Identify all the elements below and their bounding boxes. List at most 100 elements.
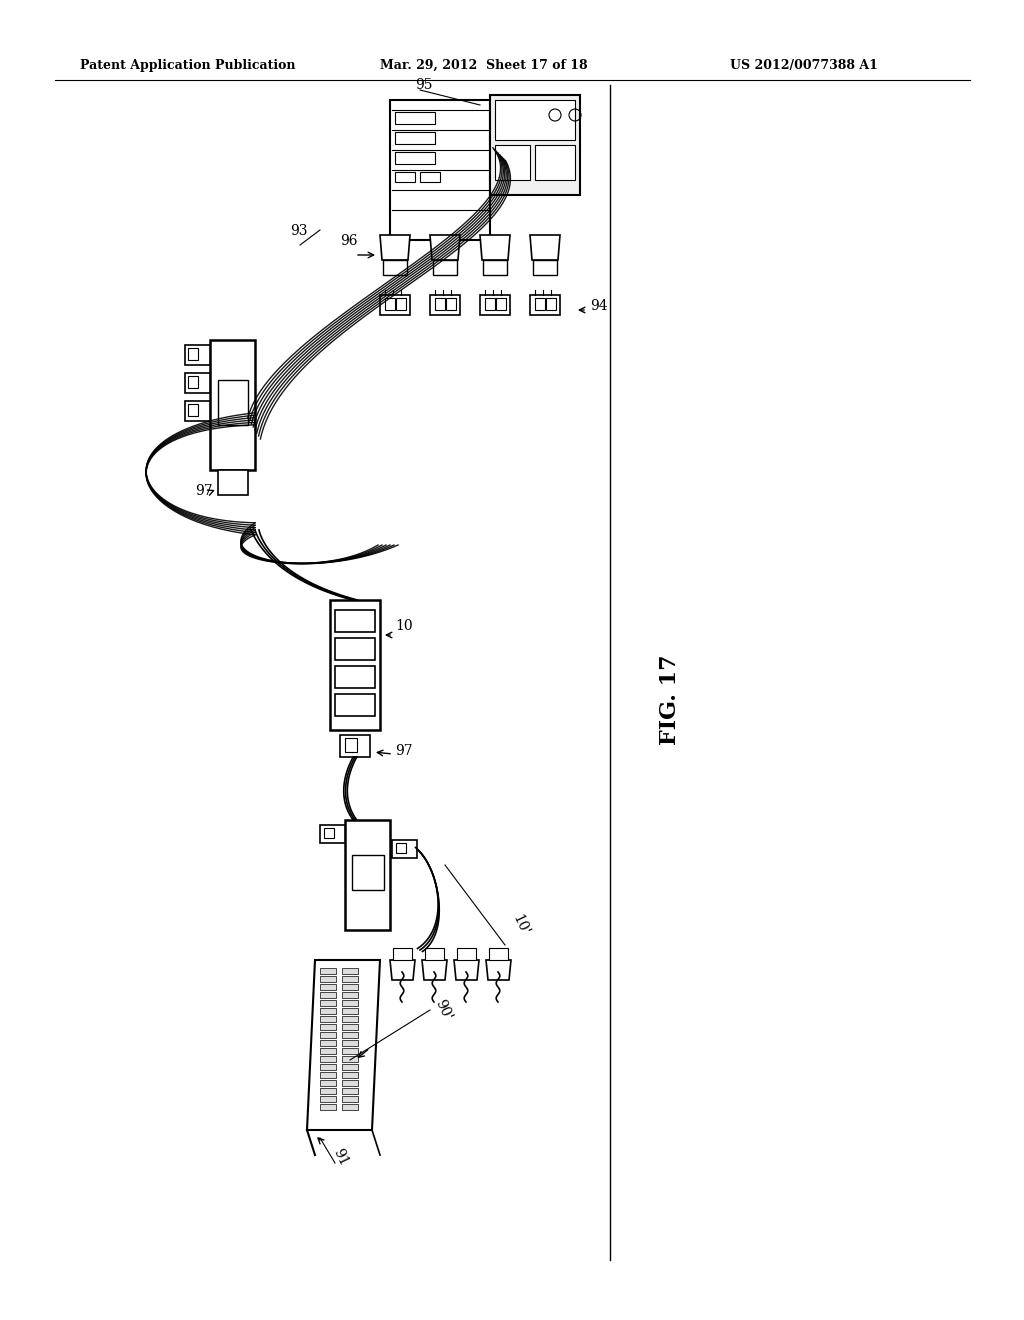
Polygon shape <box>390 960 415 979</box>
Bar <box>383 260 407 275</box>
Bar <box>342 1064 358 1071</box>
Bar <box>435 298 445 310</box>
Bar <box>210 341 255 470</box>
Bar <box>340 735 370 756</box>
Bar <box>335 638 375 660</box>
Text: FIG. 17: FIG. 17 <box>659 655 681 746</box>
Bar <box>342 968 358 974</box>
Bar <box>342 1040 358 1045</box>
Text: Mar. 29, 2012  Sheet 17 of 18: Mar. 29, 2012 Sheet 17 of 18 <box>380 59 588 73</box>
Bar <box>319 1088 336 1094</box>
Bar <box>319 1048 336 1053</box>
Bar <box>319 1032 336 1038</box>
Bar <box>319 1040 336 1045</box>
Bar <box>345 738 357 752</box>
Bar <box>319 1001 336 1006</box>
Bar <box>395 172 415 182</box>
Text: 10': 10' <box>510 912 531 939</box>
Bar <box>534 260 557 275</box>
Bar <box>342 1056 358 1063</box>
Bar <box>396 298 406 310</box>
Bar <box>319 968 336 974</box>
Bar <box>185 401 210 421</box>
Bar <box>188 404 198 416</box>
Bar <box>324 828 334 838</box>
Bar <box>342 1104 358 1110</box>
Bar <box>392 840 417 858</box>
Bar <box>319 1072 336 1078</box>
Bar <box>390 100 490 240</box>
Text: 93: 93 <box>290 224 307 238</box>
Text: 97: 97 <box>195 484 213 498</box>
Bar <box>490 95 580 195</box>
Bar <box>345 820 390 931</box>
Bar <box>530 294 560 315</box>
Bar <box>496 298 506 310</box>
Bar <box>395 132 435 144</box>
Bar <box>342 975 358 982</box>
Bar <box>495 145 530 180</box>
Bar <box>485 298 495 310</box>
Bar <box>420 172 440 182</box>
Bar <box>319 975 336 982</box>
Polygon shape <box>480 235 510 260</box>
Bar <box>342 1096 358 1102</box>
Bar <box>425 948 444 960</box>
Text: 90': 90' <box>432 998 454 1023</box>
Bar <box>495 100 575 140</box>
Bar <box>342 1088 358 1094</box>
Bar <box>546 298 556 310</box>
Bar <box>457 948 476 960</box>
Bar <box>535 298 545 310</box>
Polygon shape <box>454 960 479 979</box>
Bar <box>319 1024 336 1030</box>
Bar <box>185 345 210 366</box>
Bar <box>342 1032 358 1038</box>
Bar <box>342 1072 358 1078</box>
Bar <box>319 825 345 843</box>
Bar <box>218 470 248 495</box>
Bar <box>319 1080 336 1086</box>
Text: 95: 95 <box>415 78 432 92</box>
Bar <box>385 298 395 310</box>
Text: 96: 96 <box>340 234 357 248</box>
Bar <box>319 1056 336 1063</box>
Bar <box>185 374 210 393</box>
Bar <box>330 601 380 730</box>
Bar <box>342 1080 358 1086</box>
Bar <box>319 1016 336 1022</box>
Bar <box>342 1008 358 1014</box>
Polygon shape <box>380 235 410 260</box>
Bar <box>342 1016 358 1022</box>
Bar <box>335 694 375 715</box>
Text: 97: 97 <box>395 744 413 758</box>
Bar <box>433 260 457 275</box>
Bar <box>319 1096 336 1102</box>
Bar <box>489 948 508 960</box>
Bar <box>342 983 358 990</box>
Bar <box>342 1024 358 1030</box>
Bar <box>396 843 406 853</box>
Bar <box>342 993 358 998</box>
Bar <box>480 294 510 315</box>
Bar <box>319 1104 336 1110</box>
Polygon shape <box>430 235 460 260</box>
Text: US 2012/0077388 A1: US 2012/0077388 A1 <box>730 59 878 73</box>
Bar <box>188 376 198 388</box>
Text: 91: 91 <box>330 1146 350 1168</box>
Bar <box>395 152 435 164</box>
Bar <box>446 298 456 310</box>
Bar <box>335 667 375 688</box>
Text: Patent Application Publication: Patent Application Publication <box>80 59 296 73</box>
Bar <box>188 348 198 360</box>
Polygon shape <box>307 960 380 1130</box>
Bar <box>395 112 435 124</box>
Polygon shape <box>486 960 511 979</box>
Polygon shape <box>530 235 560 260</box>
Text: 10: 10 <box>395 619 413 634</box>
Bar <box>380 294 410 315</box>
Bar <box>319 1008 336 1014</box>
Bar <box>535 145 575 180</box>
Bar <box>342 1001 358 1006</box>
Bar <box>319 993 336 998</box>
